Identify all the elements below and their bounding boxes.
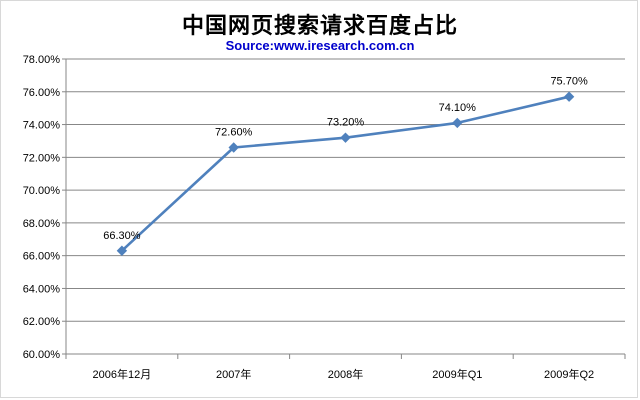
- data-point-marker: [452, 117, 463, 129]
- y-tick-label: 70.00%: [23, 185, 61, 197]
- x-tick-label: 2009年Q1: [432, 367, 482, 381]
- data-label: 75.70%: [550, 76, 588, 88]
- data-labels: 66.30% 72.60% 73.20% 74.10% 75.70%: [103, 76, 588, 242]
- chart-subtitle: Source:www.iresearch.com.cn: [225, 38, 415, 53]
- x-tick-label: 2009年Q2: [544, 367, 594, 381]
- y-tick-label: 72.00%: [23, 152, 61, 164]
- y-tick-label: 74.00%: [23, 120, 61, 132]
- y-tick-label: 64.00%: [23, 283, 61, 295]
- data-point-marker: [116, 245, 128, 256]
- data-label: 73.20%: [327, 117, 365, 129]
- y-tick-label: 60.00%: [23, 349, 61, 361]
- x-tick-label: 2007年: [216, 367, 251, 381]
- y-tick-label: 66.00%: [23, 251, 61, 263]
- x-tick-label: 2008年: [328, 367, 363, 381]
- data-label: 74.10%: [439, 102, 477, 114]
- data-point-marker: [563, 91, 575, 102]
- chart-title: 中国网页搜索请求百度占比: [181, 13, 458, 39]
- y-axis-ticks: 60.00% 62.00% 64.00% 66.00% 68.00% 70.00% 72.0…: [23, 54, 61, 361]
- data-label: 66.30%: [103, 230, 141, 242]
- x-tick-label: 2006年12月: [93, 367, 152, 381]
- gridlines: [66, 58, 625, 322]
- y-tick-label: 76.00%: [23, 87, 61, 99]
- data-point-marker: [228, 142, 239, 153]
- x-axis-ticks: 2006年12月 2007年 2008年 2009年Q1 2009年Q2: [93, 367, 595, 381]
- axes: [62, 58, 626, 359]
- y-tick-label: 78.00%: [23, 54, 61, 66]
- series-layer: [116, 91, 575, 256]
- data-label: 72.60%: [215, 127, 253, 139]
- data-point-marker: [340, 132, 351, 143]
- y-tick-label: 68.00%: [23, 218, 61, 230]
- y-tick-label: 62.00%: [23, 316, 61, 328]
